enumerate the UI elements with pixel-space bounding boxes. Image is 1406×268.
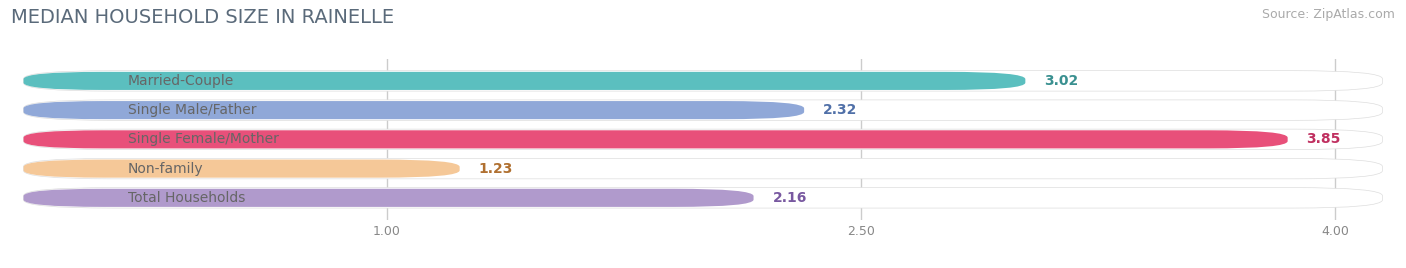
FancyBboxPatch shape [24, 129, 1382, 150]
Text: 3.85: 3.85 [1306, 132, 1341, 146]
Text: MEDIAN HOUSEHOLD SIZE IN RAINELLE: MEDIAN HOUSEHOLD SIZE IN RAINELLE [11, 8, 394, 27]
Text: Total Households: Total Households [128, 191, 245, 205]
Text: Non-family: Non-family [128, 162, 204, 176]
FancyBboxPatch shape [24, 189, 754, 207]
FancyBboxPatch shape [24, 188, 1382, 208]
Text: Single Male/Father: Single Male/Father [128, 103, 256, 117]
FancyBboxPatch shape [24, 72, 1025, 90]
Text: 2.32: 2.32 [823, 103, 858, 117]
FancyBboxPatch shape [24, 101, 804, 119]
FancyBboxPatch shape [24, 71, 1382, 91]
FancyBboxPatch shape [24, 158, 1382, 179]
Text: Single Female/Mother: Single Female/Mother [128, 132, 278, 146]
FancyBboxPatch shape [24, 159, 460, 178]
Text: Married-Couple: Married-Couple [128, 74, 233, 88]
Text: 1.23: 1.23 [478, 162, 513, 176]
Text: 2.16: 2.16 [772, 191, 807, 205]
FancyBboxPatch shape [24, 130, 1288, 148]
Text: 3.02: 3.02 [1045, 74, 1078, 88]
Text: Source: ZipAtlas.com: Source: ZipAtlas.com [1261, 8, 1395, 21]
FancyBboxPatch shape [24, 100, 1382, 120]
